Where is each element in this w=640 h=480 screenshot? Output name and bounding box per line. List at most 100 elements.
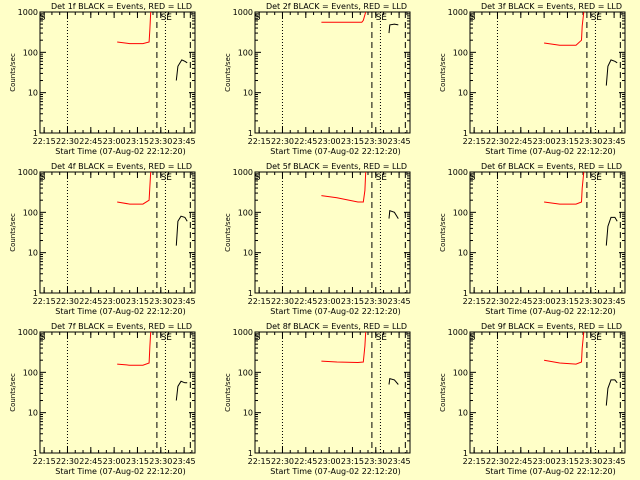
time-marker-label: S [161, 13, 167, 23]
time-marker-label: S [255, 13, 261, 23]
time-marker-label: E [596, 333, 602, 343]
x-tick-label: 22:15 [248, 297, 271, 306]
y-tick-label: 1 [248, 289, 253, 298]
time-marker-label: S [470, 173, 476, 183]
x-tick-label: 22:45 [79, 297, 102, 306]
x-tick-label: 23:15 [556, 457, 579, 466]
x-tick-label: 23:45 [603, 297, 626, 306]
panel-title: Det 8f BLACK = Events, RED = LLD [266, 322, 407, 331]
events-series-line [605, 216, 618, 246]
y-tick-label: 1 [463, 289, 468, 298]
plot-frame [254, 11, 411, 134]
x-tick-label: 23:15 [341, 457, 364, 466]
y-tick-label: 100 [238, 48, 253, 57]
y-tick-label: 10 [458, 89, 468, 98]
time-marker-label: S [591, 173, 597, 183]
events-series-line [605, 59, 618, 86]
time-marker-label: S [161, 173, 167, 183]
x-tick-label: 23:15 [126, 137, 149, 146]
lld-series-line [117, 331, 152, 366]
x-tick-label: 22:45 [294, 297, 317, 306]
time-marker-label: S [376, 333, 382, 343]
lld-series-line [544, 11, 585, 46]
y-tick-label: 100 [453, 48, 468, 57]
x-tick-label: 22:30 [271, 137, 294, 146]
x-tick-label: 22:45 [294, 137, 317, 146]
x-tick-label: 23:45 [388, 137, 411, 146]
x-tick-label: 23:30 [579, 297, 602, 306]
x-tick-label: 22:30 [271, 457, 294, 466]
x-axis-label: Start Time (07-Aug-02 22:12:20) [485, 147, 616, 156]
y-tick-label: 1000 [448, 8, 468, 17]
y-tick-label: 1000 [233, 328, 253, 337]
y-tick-label: 100 [453, 368, 468, 377]
y-tick-label: 100 [23, 208, 38, 217]
y-tick-label: 10 [243, 249, 253, 258]
panel-title: Det 1f BLACK = Events, RED = LLD [51, 2, 192, 11]
time-marker-label: S [591, 333, 597, 343]
x-tick-label: 22:30 [56, 137, 79, 146]
time-marker-label: S [470, 13, 476, 23]
x-tick-label: 23:00 [533, 297, 556, 306]
panel-title: Det 6f BLACK = Events, RED = LLD [481, 162, 622, 171]
x-tick-label: 23:30 [149, 297, 172, 306]
events-series-line [175, 215, 188, 246]
x-axis-label: Start Time (07-Aug-02 22:12:20) [270, 307, 401, 316]
x-tick-label: 22:45 [294, 457, 317, 466]
x-axis-label: Start Time (07-Aug-02 22:12:20) [270, 467, 401, 476]
time-marker-label: S [161, 333, 167, 343]
x-axis-label: Start Time (07-Aug-02 22:12:20) [485, 307, 616, 316]
x-tick-label: 23:00 [533, 457, 556, 466]
detector-panel: Det 5f BLACK = Events, RED = LLD 1 10 100 10… [224, 162, 411, 316]
x-tick-label: 23:15 [556, 137, 579, 146]
y-tick-label: 1 [463, 129, 468, 138]
events-series-line [175, 380, 188, 401]
time-marker-label: S [40, 13, 46, 23]
x-tick-label: 22:15 [463, 297, 486, 306]
x-tick-label: 23:00 [103, 137, 126, 146]
time-marker-label: E [381, 173, 387, 183]
x-tick-label: 22:30 [486, 297, 509, 306]
x-tick-label: 23:15 [341, 297, 364, 306]
x-axis-label: Start Time (07-Aug-02 22:12:20) [55, 467, 186, 476]
y-tick-label: 1000 [18, 8, 38, 17]
x-tick-label: 23:45 [173, 457, 196, 466]
y-tick-label: 1000 [448, 328, 468, 337]
time-marker-label: S [470, 333, 476, 343]
x-tick-label: 22:15 [248, 457, 271, 466]
panel-title: Det 4f BLACK = Events, RED = LLD [51, 162, 192, 171]
x-tick-label: 23:45 [173, 297, 196, 306]
y-axis-label: Counts/sec [439, 213, 447, 252]
y-tick-label: 1 [248, 449, 253, 458]
detector-panel: Det 7f BLACK = Events, RED = LLD 1 10 100 10… [9, 322, 196, 476]
time-marker-label: E [596, 173, 602, 183]
time-marker-label: E [166, 13, 172, 23]
x-tick-label: 22:30 [271, 297, 294, 306]
plot-frame [254, 331, 411, 454]
x-axis-label: Start Time (07-Aug-02 22:12:20) [55, 307, 186, 316]
x-tick-label: 23:15 [126, 297, 149, 306]
x-tick-label: 23:30 [149, 457, 172, 466]
panel-title: Det 2f BLACK = Events, RED = LLD [266, 2, 407, 11]
events-series-line [175, 59, 188, 81]
detector-panel: Det 8f BLACK = Events, RED = LLD 1 10 100 10… [224, 322, 411, 476]
x-tick-label: 23:00 [318, 297, 341, 306]
y-tick-label: 10 [243, 89, 253, 98]
x-tick-label: 22:15 [33, 297, 56, 306]
x-tick-label: 23:45 [388, 297, 411, 306]
events-series-line [605, 379, 618, 406]
y-tick-label: 1 [33, 289, 38, 298]
detector-panel: Det 2f BLACK = Events, RED = LLD 1 10 100 10… [224, 2, 411, 156]
x-tick-label: 22:45 [79, 457, 102, 466]
x-tick-label: 22:30 [486, 137, 509, 146]
y-tick-label: 1000 [233, 168, 253, 177]
x-tick-label: 23:00 [103, 457, 126, 466]
x-tick-label: 22:30 [56, 457, 79, 466]
y-tick-label: 10 [243, 409, 253, 418]
time-marker-label: E [381, 13, 387, 23]
x-tick-label: 22:45 [79, 137, 102, 146]
time-marker-label: S [40, 173, 46, 183]
x-tick-label: 22:45 [509, 297, 532, 306]
plot-frame [469, 171, 626, 294]
y-tick-label: 1000 [233, 8, 253, 17]
